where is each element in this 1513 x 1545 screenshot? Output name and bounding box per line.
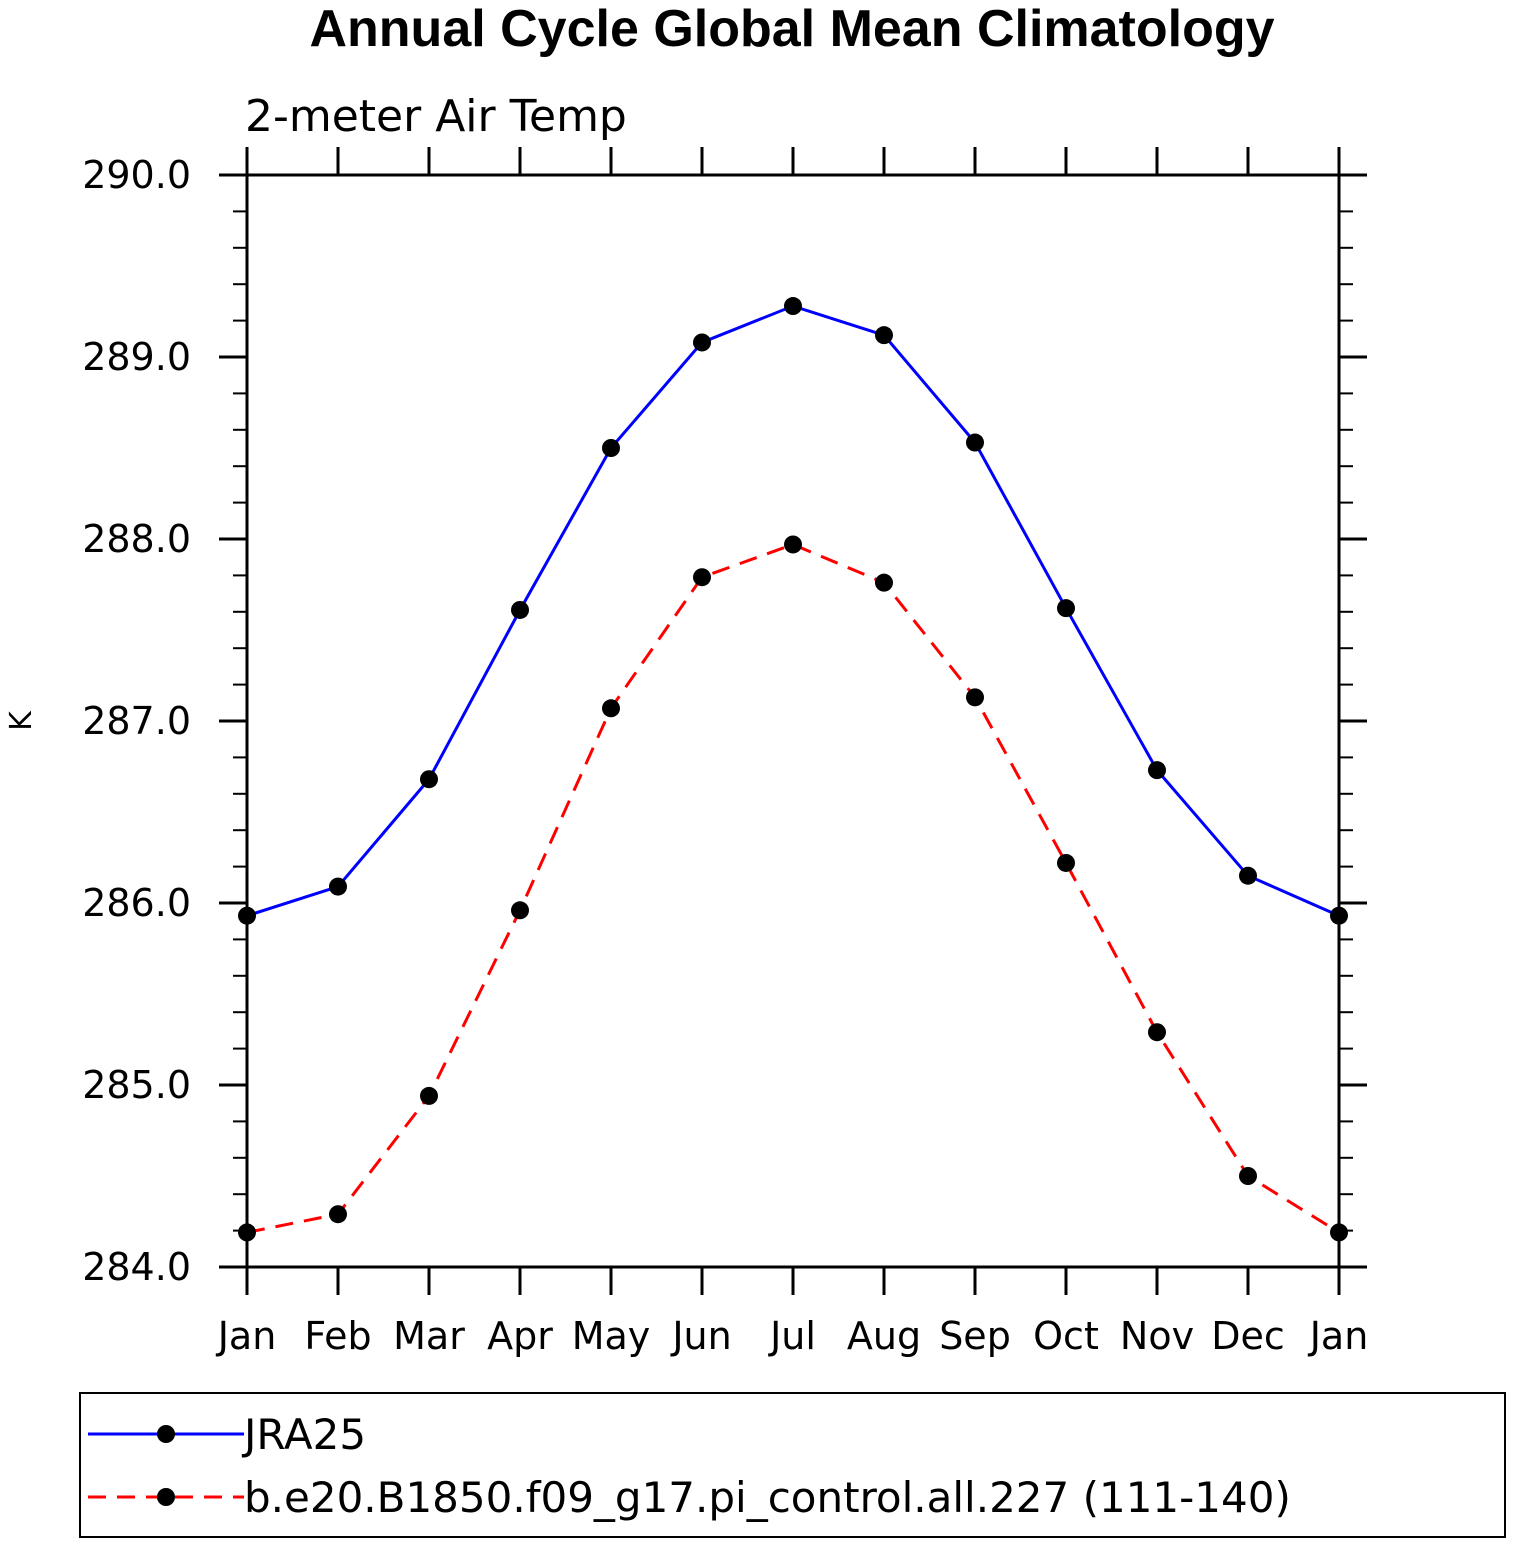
legend-label-1: b.e20.B1850.f09_g17.pi_control.all.227 (…: [244, 1473, 1291, 1522]
series-line-1: [246, 542, 1340, 1234]
series-1-point: [238, 1223, 256, 1242]
chart-subtitle: 2-meter Air Temp: [245, 91, 627, 142]
series-0-point: [1148, 761, 1166, 780]
y-tick-label: 286.0: [82, 881, 191, 925]
x-tick-label: Sep: [939, 1314, 1011, 1358]
axes: Jan Feb Mar Apr May Jun Jul Aug Sep Oct Nov Dec Jan 2…: [82, 147, 1368, 1358]
series-1-point: [966, 688, 984, 707]
series-1-point: [602, 699, 620, 718]
legend: JRA25 b.e20.B1850.f09_g17.pi_control.all.…: [88, 1410, 1291, 1522]
x-tick-label: Feb: [304, 1314, 371, 1358]
series-0-point: [420, 770, 438, 789]
series-1-point: [875, 573, 893, 592]
series-1-point: [511, 901, 529, 920]
series-0-point: [784, 297, 802, 316]
y-tick-label: 290.0: [82, 153, 191, 197]
series-0-point: [875, 326, 893, 345]
series-line-0: [246, 304, 1340, 918]
x-tick-label: Mar: [393, 1314, 465, 1358]
series-1-point: [693, 568, 711, 587]
series-0-point: [1239, 866, 1257, 885]
series-0-point: [511, 600, 529, 619]
y-tick-label: 289.0: [82, 335, 191, 379]
x-tick-label: Nov: [1120, 1314, 1194, 1358]
plot-frame: [245, 173, 1341, 1269]
series-0-point: [966, 433, 984, 452]
series-1-point: [1330, 1223, 1348, 1242]
legend-marker-1: [157, 1488, 175, 1506]
series-1-point: [420, 1086, 438, 1105]
series-1-point: [1057, 853, 1075, 872]
legend-marker-0: [157, 1425, 175, 1443]
x-tick-label: May: [572, 1314, 651, 1358]
x-tick-label: Dec: [1211, 1314, 1285, 1358]
y-tick-label: 285.0: [82, 1063, 191, 1107]
series-0-point: [602, 439, 620, 457]
x-tick-label: Jan: [1308, 1314, 1369, 1358]
series-0-point: [1330, 906, 1348, 925]
series-1-point: [1148, 1023, 1166, 1042]
chart-title: Annual Cycle Global Mean Climatology: [309, 0, 1274, 58]
y-axis-label: K: [4, 710, 39, 731]
y-tick-label: 284.0: [82, 1245, 191, 1289]
series-layer: [238, 297, 1348, 1242]
y-tick-label: 288.0: [82, 517, 191, 561]
y-tick-label: 287.0: [82, 699, 191, 743]
series-1-point: [784, 535, 802, 554]
x-tick-label: Aug: [847, 1314, 921, 1358]
series-0-point: [693, 333, 711, 352]
x-tick-label: Jul: [768, 1314, 816, 1358]
legend-box: [79, 1392, 1506, 1538]
x-tick-label: Jun: [670, 1314, 731, 1358]
x-tick-label: Jan: [216, 1314, 277, 1358]
series-1-point: [329, 1205, 347, 1224]
x-tick-label: Oct: [1033, 1314, 1099, 1358]
series-0-point: [329, 877, 347, 896]
series-1-point: [1239, 1167, 1257, 1185]
series-0-point: [1057, 599, 1075, 618]
legend-label-0: JRA25: [241, 1410, 366, 1459]
x-tick-label: Apr: [487, 1314, 553, 1358]
series-0-point: [238, 906, 256, 925]
